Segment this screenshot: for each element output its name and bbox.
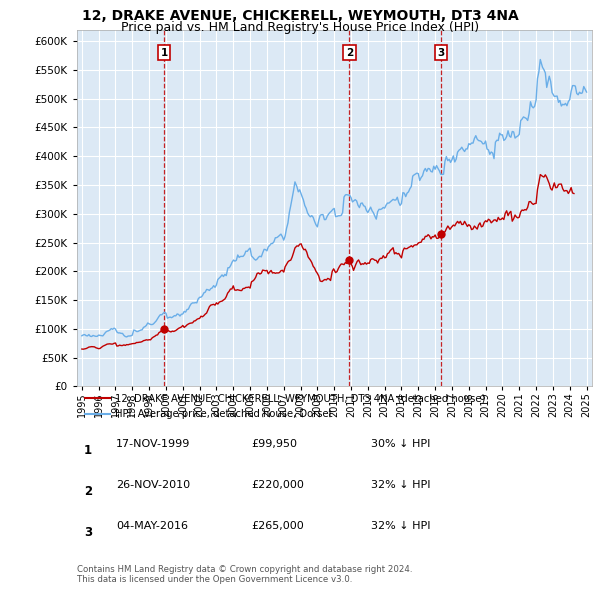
Text: 32% ↓ HPI: 32% ↓ HPI: [371, 480, 430, 490]
Text: £265,000: £265,000: [251, 522, 304, 531]
Text: Contains HM Land Registry data © Crown copyright and database right 2024.
This d: Contains HM Land Registry data © Crown c…: [77, 565, 412, 584]
Text: 2: 2: [346, 48, 353, 58]
Text: 3: 3: [84, 526, 92, 539]
Text: 3: 3: [437, 48, 445, 58]
Text: HPI: Average price, detached house, Dorset: HPI: Average price, detached house, Dors…: [115, 409, 333, 419]
Text: 12, DRAKE AVENUE, CHICKERELL, WEYMOUTH, DT3 4NA: 12, DRAKE AVENUE, CHICKERELL, WEYMOUTH, …: [82, 9, 518, 23]
Text: 26-NOV-2010: 26-NOV-2010: [116, 480, 190, 490]
Text: 1: 1: [160, 48, 167, 58]
Text: 17-NOV-1999: 17-NOV-1999: [116, 439, 190, 448]
Text: 04-MAY-2016: 04-MAY-2016: [116, 522, 188, 531]
Text: 1: 1: [84, 444, 92, 457]
Text: £99,950: £99,950: [251, 439, 297, 448]
Text: 30% ↓ HPI: 30% ↓ HPI: [371, 439, 430, 448]
Text: 2: 2: [84, 485, 92, 498]
Text: Price paid vs. HM Land Registry's House Price Index (HPI): Price paid vs. HM Land Registry's House …: [121, 21, 479, 34]
Text: 12, DRAKE AVENUE, CHICKERELL, WEYMOUTH, DT3 4NA (detached house): 12, DRAKE AVENUE, CHICKERELL, WEYMOUTH, …: [115, 394, 486, 404]
Text: £220,000: £220,000: [251, 480, 304, 490]
Text: 32% ↓ HPI: 32% ↓ HPI: [371, 522, 430, 531]
